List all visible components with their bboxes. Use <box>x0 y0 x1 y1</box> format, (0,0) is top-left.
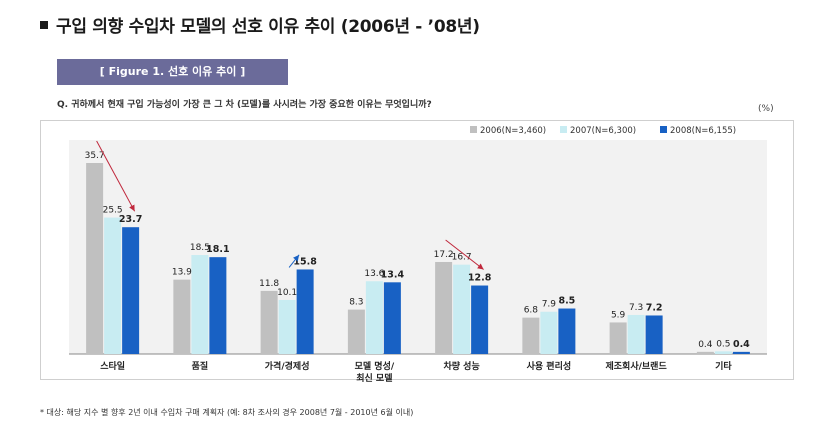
bullet-square-icon <box>40 21 48 29</box>
legend-swatch-2 <box>660 126 667 133</box>
bar-2-1 <box>278 299 296 354</box>
category-label-0: 스타일 <box>100 360 125 372</box>
bar-1-2 <box>209 257 227 354</box>
data-label-3-2: 13.4 <box>381 269 405 280</box>
bar-6-2 <box>645 315 663 354</box>
bar-2-0 <box>260 290 278 354</box>
bar-2-2 <box>296 269 314 354</box>
category-label-4: 차량 성능 <box>443 360 479 372</box>
bar-7-0 <box>696 351 714 354</box>
survey-question: Q. 귀하께서 현재 구입 가능성이 가장 큰 그 차 (모델)를 사시려는 가… <box>57 100 432 110</box>
bar-4-2 <box>471 285 489 354</box>
category-label-7: 기타 <box>715 360 732 372</box>
data-label-6-0: 5.9 <box>611 310 626 320</box>
data-label-1-0: 13.9 <box>172 268 192 278</box>
data-label-4-1: 16.7 <box>452 253 472 263</box>
data-label-2-0: 11.8 <box>259 279 279 289</box>
data-label-0-1: 25.5 <box>103 206 123 216</box>
bar-0-1 <box>104 217 122 354</box>
bar-4-0 <box>435 261 453 354</box>
data-label-0-0: 35.7 <box>85 151 105 161</box>
data-label-3-1: 13.6 <box>364 269 384 279</box>
legend-label-1: 2007(N=6,300) <box>570 126 636 136</box>
data-label-1-2: 18.1 <box>206 244 229 255</box>
category-label-1: 품질 <box>192 360 209 372</box>
data-label-1-1: 18.5 <box>190 243 210 253</box>
figure-label: [ Figure 1. 선호 이유 추이 ] <box>57 59 288 85</box>
bar-1-1 <box>191 255 209 354</box>
bar-4-1 <box>453 264 471 354</box>
bar-7-2 <box>732 351 750 354</box>
page-title-text: 구입 의향 수입차 모델의 선호 이유 추이 (2006년 - ’08년) <box>56 17 480 37</box>
data-label-7-2: 0.4 <box>733 339 750 350</box>
data-label-4-2: 12.8 <box>468 273 492 284</box>
bar-3-2 <box>383 282 401 354</box>
legend-label-2: 2008(N=6,155) <box>670 126 736 136</box>
category-label-5: 사용 편리성 <box>527 360 572 372</box>
data-label-5-0: 6.8 <box>524 306 539 316</box>
legend-swatch-0 <box>470 126 477 133</box>
bar-6-0 <box>609 322 627 354</box>
data-label-7-0: 0.4 <box>698 340 713 350</box>
legend-swatch-1 <box>560 126 567 133</box>
data-label-3-0: 8.3 <box>349 298 363 308</box>
legend-label-0: 2006(N=3,460) <box>480 126 546 136</box>
bar-1-0 <box>173 279 191 354</box>
bar-0-2 <box>122 227 140 354</box>
category-label-2: 가격/경제성 <box>265 360 310 372</box>
data-label-4-0: 17.2 <box>434 250 454 260</box>
trend-arrow-1 <box>288 254 300 268</box>
bar-3-0 <box>347 309 365 354</box>
data-label-2-2: 15.8 <box>293 256 317 267</box>
bar-5-0 <box>522 317 540 354</box>
category-label-3-1: 최신 모델 <box>356 372 392 384</box>
bar-6-1 <box>627 314 645 354</box>
data-label-0-2: 23.7 <box>119 214 142 225</box>
bar-7-1 <box>714 351 732 354</box>
category-label-6: 제조회사/브랜드 <box>606 360 668 372</box>
category-label-3-0: 모델 명성/ <box>355 360 395 372</box>
unit-label: (%) <box>758 104 774 114</box>
data-label-2-1: 10.1 <box>277 288 297 298</box>
page-title: 구입 의향 수입차 모델의 선호 이유 추이 (2006년 - ’08년) <box>40 12 480 37</box>
data-label-6-2: 7.2 <box>646 302 663 313</box>
data-label-5-1: 7.9 <box>542 300 557 310</box>
footnote: * 대상: 해당 지수 별 향후 2년 이내 수입차 구매 계획자 (예: 8차… <box>40 408 414 417</box>
data-label-6-1: 7.3 <box>629 303 643 313</box>
data-label-5-2: 8.5 <box>558 296 575 307</box>
bar-0-0 <box>86 163 104 354</box>
trend-arrow-2 <box>445 239 484 270</box>
bar-3-1 <box>365 281 383 354</box>
bar-5-1 <box>540 311 558 354</box>
bar-5-2 <box>558 308 576 354</box>
trend-arrow-0 <box>96 140 136 212</box>
data-label-7-1: 0.5 <box>716 339 730 349</box>
